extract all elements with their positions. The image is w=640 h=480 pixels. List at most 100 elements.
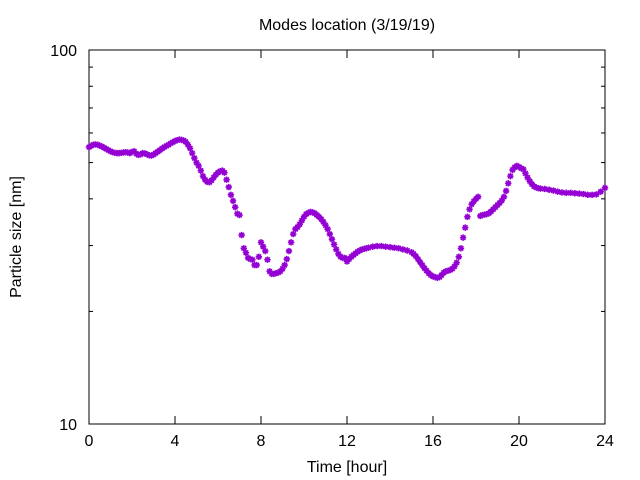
x-tick-label: 24 [596, 433, 614, 450]
data-point [414, 255, 422, 263]
data-point [459, 234, 467, 241]
data-point [517, 165, 525, 172]
data-point [419, 261, 426, 269]
x-axis-ticks: 0 4 8 12 16 20 24 [85, 50, 614, 450]
data-point [324, 225, 331, 233]
data-point [563, 189, 570, 197]
data-point [416, 258, 424, 266]
data-point [524, 174, 531, 181]
data-point [255, 253, 263, 260]
data-point [148, 152, 155, 159]
data-point [262, 247, 269, 255]
data-point [326, 230, 333, 238]
data-point [197, 167, 204, 174]
x-tick-label: 0 [85, 433, 94, 450]
data-point [290, 230, 297, 238]
data-point [322, 222, 329, 229]
data-point [477, 212, 484, 220]
data-point [520, 166, 527, 173]
data-point [266, 268, 273, 275]
data-point [507, 172, 514, 180]
data-point [238, 231, 245, 239]
data-point [537, 185, 544, 192]
data-point [208, 177, 215, 184]
data-point [328, 235, 336, 243]
data-point [522, 170, 529, 177]
data-point [333, 246, 340, 253]
data-point [593, 191, 600, 198]
data-point [281, 261, 288, 269]
data-point [141, 150, 149, 157]
data-point [449, 265, 456, 272]
data-point [382, 243, 389, 250]
data-point [199, 172, 207, 180]
data-point [423, 267, 430, 274]
data-point [300, 213, 308, 221]
data-point [223, 176, 230, 183]
data-point [391, 244, 398, 251]
chart-title: Modes location (3/19/19) [259, 17, 435, 34]
data-point [195, 162, 202, 170]
data-point [526, 177, 533, 185]
data-point [601, 184, 609, 192]
data-point [294, 223, 301, 231]
data-point [227, 191, 235, 199]
data-point [341, 254, 349, 262]
data-point [221, 169, 228, 176]
data-point [597, 188, 604, 195]
data-point [509, 166, 516, 174]
data-point [210, 174, 217, 181]
data-point [462, 224, 469, 231]
y-minor-ticks [89, 66, 605, 312]
data-point [412, 252, 419, 260]
data-point [496, 199, 503, 207]
data-point [451, 263, 458, 270]
data-point [513, 162, 521, 170]
y-tick-label: 10 [59, 417, 77, 434]
data-point [502, 187, 510, 195]
data-point [298, 217, 306, 224]
x-tick-label: 12 [338, 433, 356, 450]
data-point [184, 141, 192, 148]
data-point [229, 197, 237, 205]
x-tick-label: 4 [171, 433, 180, 450]
data-point [580, 190, 587, 198]
data-point [378, 242, 385, 250]
data-point [296, 221, 303, 228]
data-point [421, 264, 428, 272]
data-point [143, 151, 151, 158]
data-point [505, 180, 512, 187]
data-point [576, 190, 583, 197]
data-point [257, 239, 265, 246]
data-point [554, 188, 561, 195]
data-point [438, 271, 445, 279]
y-tick-label: 100 [50, 43, 77, 60]
data-point [191, 154, 198, 162]
data-point [232, 203, 239, 211]
data-point [242, 249, 250, 256]
y-axis-label: Particle size [nm] [8, 176, 25, 298]
data-point [225, 183, 232, 191]
data-point [404, 247, 411, 254]
x-axis-label: Time [hour] [307, 459, 387, 476]
data-point [455, 253, 462, 260]
data-point [107, 148, 114, 155]
data-point [240, 245, 247, 252]
data-point [320, 218, 327, 226]
data-point [264, 256, 271, 263]
plot-frame [88, 49, 606, 425]
data-point [567, 189, 574, 197]
data-point [545, 186, 553, 193]
data-point [399, 246, 407, 253]
data-point [259, 243, 267, 250]
data-point [171, 137, 179, 145]
data-point [474, 193, 482, 201]
data-point [330, 241, 338, 248]
data-point [186, 145, 194, 152]
data-point [464, 213, 471, 221]
data-point [365, 244, 372, 251]
data-point [584, 191, 591, 199]
data-point [309, 209, 316, 216]
data-point [94, 141, 101, 148]
data-point [285, 247, 293, 255]
